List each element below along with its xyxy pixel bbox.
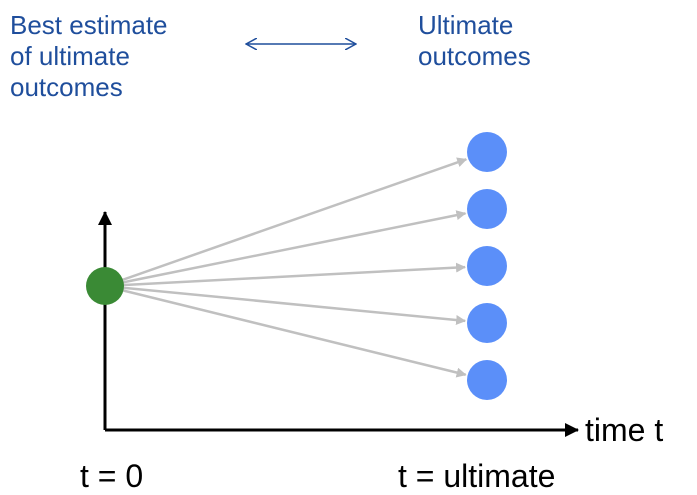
outcome-node bbox=[467, 189, 507, 229]
outcome-node bbox=[467, 132, 507, 172]
best-estimate-line-3: outcomes bbox=[10, 72, 123, 102]
start-node bbox=[86, 267, 124, 305]
branch-arrow bbox=[104, 157, 468, 288]
branch-arrows bbox=[104, 157, 468, 378]
outcome-node bbox=[467, 360, 507, 400]
branch-arrow bbox=[104, 262, 467, 288]
t-start-label: t = 0 bbox=[80, 458, 144, 494]
outcome-node bbox=[467, 246, 507, 286]
ultimate-outcomes-line-2: outcomes bbox=[418, 41, 531, 71]
x-axis-label: time t bbox=[585, 412, 664, 448]
outcome-nodes bbox=[467, 132, 507, 400]
ultimate-outcomes-line-1: Ultimate bbox=[418, 10, 514, 40]
branch-arrow bbox=[104, 284, 467, 325]
branch-arrow bbox=[104, 284, 467, 378]
best-estimate-line-1: Best estimate bbox=[10, 10, 168, 40]
outcome-node bbox=[467, 303, 507, 343]
best-estimate-line-2: of ultimate bbox=[10, 41, 130, 71]
ultimate-outcomes-label: Ultimate outcomes bbox=[418, 10, 531, 72]
branch-arrow bbox=[104, 210, 467, 288]
t-ultimate-label: t = ultimate bbox=[398, 458, 556, 494]
best-estimate-label: Best estimate of ultimate outcomes bbox=[10, 10, 168, 103]
